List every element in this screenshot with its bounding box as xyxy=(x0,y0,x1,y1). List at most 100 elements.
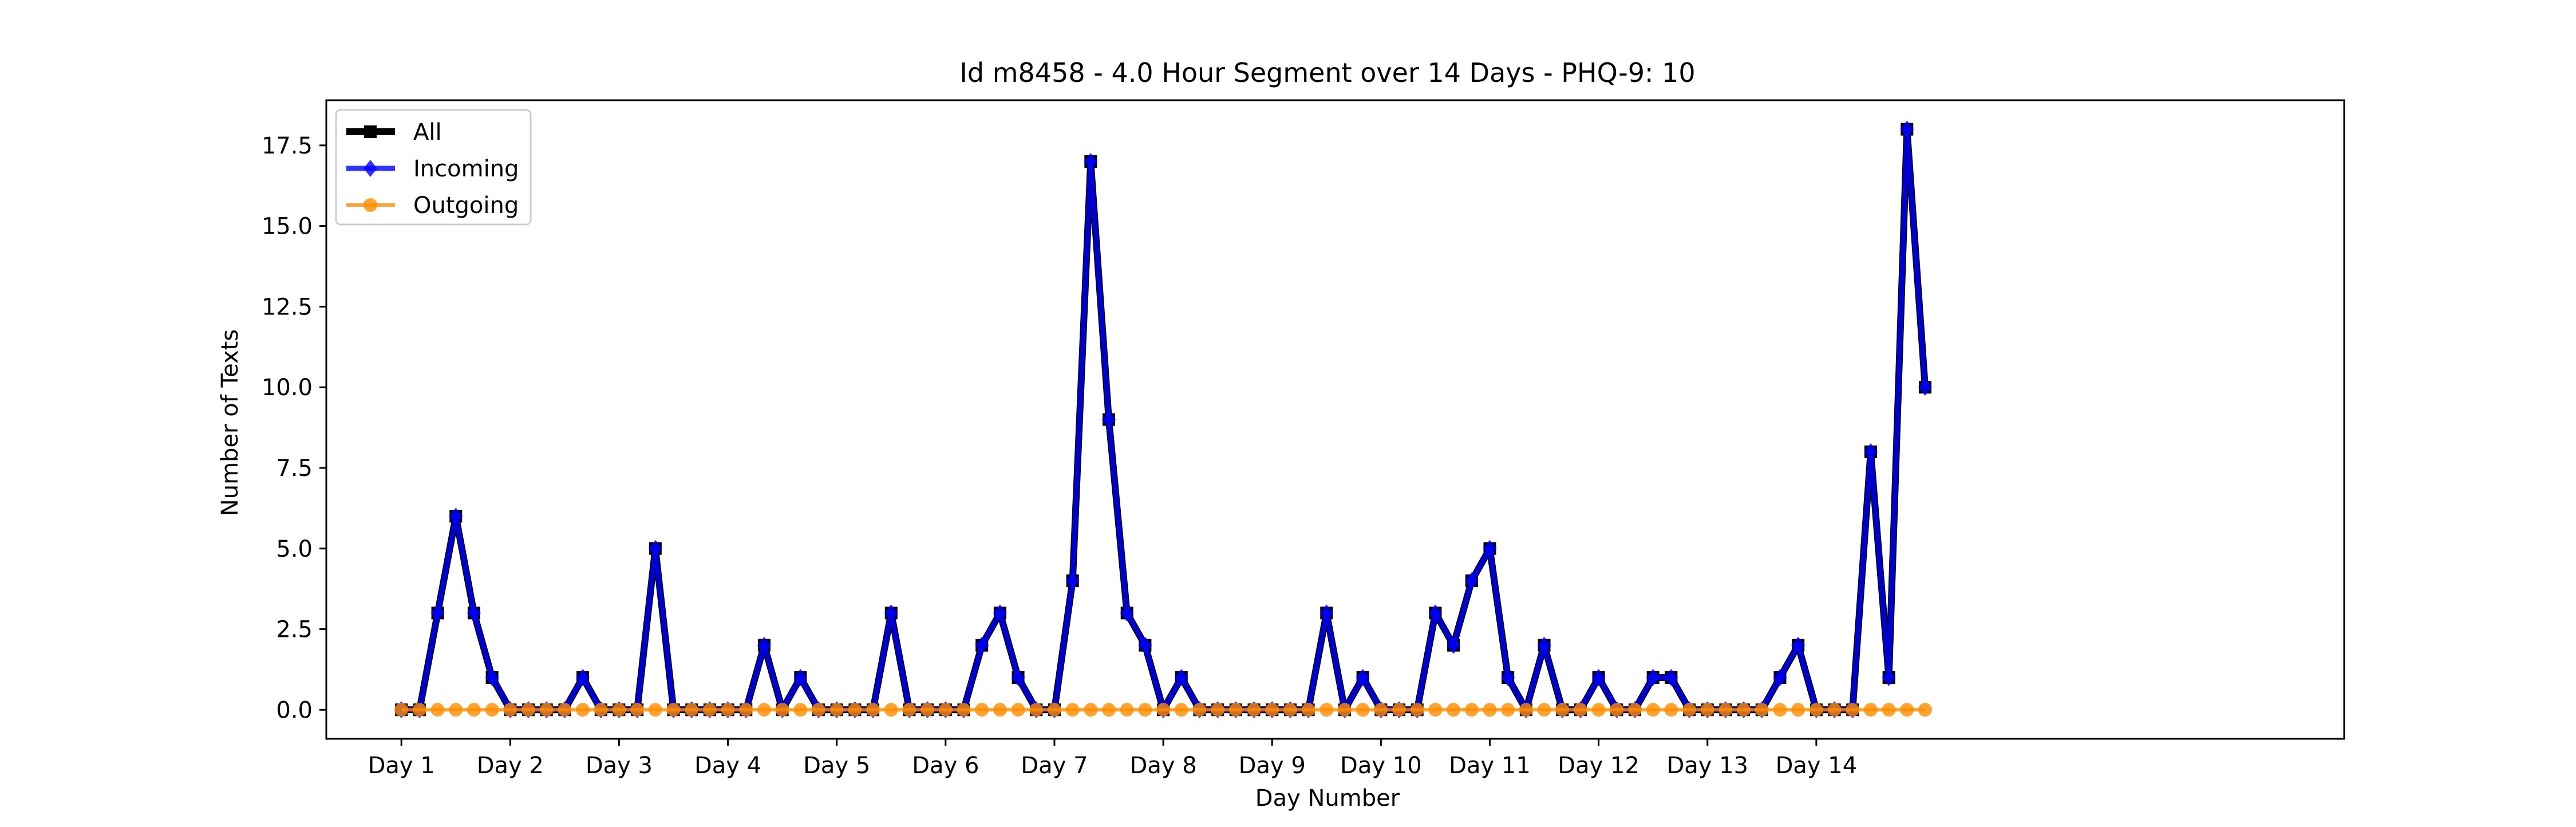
data-point-outgoing xyxy=(1283,703,1297,717)
data-point-incoming xyxy=(1483,539,1497,557)
data-point-outgoing xyxy=(648,703,662,717)
data-point-outgoing xyxy=(1265,703,1279,717)
y-tick-label: 15.0 xyxy=(262,214,313,240)
x-tick-label: Day 6 xyxy=(912,753,979,779)
data-point-outgoing xyxy=(1138,703,1152,717)
data-point-outgoing xyxy=(1428,703,1443,717)
data-point-outgoing xyxy=(739,703,753,717)
data-point-outgoing xyxy=(1156,703,1171,717)
data-point-incoming xyxy=(576,669,590,687)
data-point-outgoing xyxy=(1447,703,1461,717)
data-point-outgoing xyxy=(1846,703,1860,717)
data-point-incoming xyxy=(1900,120,1914,138)
data-point-outgoing xyxy=(1483,703,1497,717)
data-point-outgoing xyxy=(1882,703,1896,717)
data-point-outgoing xyxy=(1102,703,1116,717)
y-tick-label: 5.0 xyxy=(276,536,313,562)
data-point-outgoing xyxy=(775,703,789,717)
data-point-outgoing xyxy=(449,703,463,717)
data-point-outgoing xyxy=(1773,703,1787,717)
data-point-incoming xyxy=(467,604,481,622)
legend-label-outgoing: Outgoing xyxy=(413,192,519,219)
data-point-outgoing xyxy=(1011,703,1025,717)
data-point-outgoing xyxy=(1664,703,1678,717)
data-point-incoming xyxy=(1664,669,1678,687)
data-point-outgoing xyxy=(412,703,426,717)
data-point-outgoing xyxy=(1646,703,1660,717)
data-point-outgoing xyxy=(503,703,517,717)
data-point-incoming xyxy=(449,507,463,525)
data-point-outgoing xyxy=(612,703,626,717)
data-point-incoming xyxy=(1319,604,1334,622)
legend-marker-incoming xyxy=(364,160,377,177)
data-point-incoming xyxy=(975,636,989,654)
data-point-outgoing xyxy=(1537,703,1551,717)
data-point-outgoing xyxy=(1410,703,1424,717)
legend-box xyxy=(335,109,532,226)
data-point-incoming xyxy=(1882,669,1896,687)
x-tick-label: Day 3 xyxy=(586,753,653,779)
data-point-outgoing xyxy=(848,703,862,717)
data-point-outgoing xyxy=(1065,703,1080,717)
data-point-outgoing xyxy=(594,703,608,717)
x-tick-label: Day 11 xyxy=(1449,753,1531,779)
y-tick-label: 12.5 xyxy=(262,294,313,320)
data-point-outgoing xyxy=(721,703,735,717)
data-point-incoming xyxy=(1356,669,1370,687)
x-tick-label: Day 8 xyxy=(1130,753,1197,779)
data-point-outgoing xyxy=(1247,703,1261,717)
data-point-outgoing xyxy=(1374,703,1388,717)
data-point-outgoing xyxy=(866,703,880,717)
x-tick-label: Day 10 xyxy=(1340,753,1422,779)
data-point-outgoing xyxy=(1211,703,1225,717)
data-point-outgoing xyxy=(1555,703,1570,717)
x-tick-label: Day 13 xyxy=(1666,753,1748,779)
data-point-outgoing xyxy=(1120,703,1134,717)
data-point-outgoing xyxy=(558,703,572,717)
x-axis-label: Day Number xyxy=(1255,785,1400,812)
data-point-outgoing xyxy=(957,703,971,717)
data-point-incoming xyxy=(1084,152,1098,170)
data-point-incoming xyxy=(757,636,771,654)
y-tick-label: 2.5 xyxy=(276,617,313,643)
data-point-outgoing xyxy=(884,703,898,717)
y-tick-label: 10.0 xyxy=(262,375,313,401)
data-point-outgoing xyxy=(1610,703,1624,717)
data-point-incoming xyxy=(1773,669,1787,687)
y-axis: 0.0 2.5 5.0 7.5 10.0 12.5 15.0 17.5 xyxy=(262,133,326,723)
y-tick-label: 7.5 xyxy=(276,455,313,482)
data-point-outgoing xyxy=(1192,703,1207,717)
y-tick-label: 17.5 xyxy=(262,133,313,159)
data-point-incoming xyxy=(993,604,1007,622)
data-point-incoming xyxy=(430,604,445,622)
data-point-outgoing xyxy=(1029,703,1044,717)
y-axis-label: Number of Texts xyxy=(217,329,243,516)
data-point-incoming xyxy=(793,669,808,687)
data-point-outgoing xyxy=(1827,703,1842,717)
data-point-outgoing xyxy=(1084,703,1098,717)
data-point-outgoing xyxy=(1501,703,1515,717)
data-point-outgoing xyxy=(1718,703,1733,717)
data-point-incoming xyxy=(1428,604,1443,622)
series-outgoing xyxy=(394,703,1933,717)
data-point-outgoing xyxy=(1591,703,1606,717)
data-point-outgoing xyxy=(1464,703,1479,717)
data-point-outgoing xyxy=(521,703,536,717)
data-point-outgoing xyxy=(539,703,554,717)
data-point-incoming xyxy=(1011,669,1025,687)
data-point-incoming xyxy=(1065,572,1080,590)
legend-item-all: All xyxy=(346,119,442,145)
data-point-outgoing xyxy=(1337,703,1352,717)
legend-label-all: All xyxy=(413,119,442,145)
data-point-outgoing xyxy=(1682,703,1697,717)
data-point-incoming xyxy=(1138,636,1152,654)
data-point-outgoing xyxy=(1863,703,1878,717)
data-point-incoming xyxy=(1464,572,1479,590)
data-point-outgoing xyxy=(938,703,953,717)
data-point-outgoing xyxy=(1791,703,1805,717)
data-point-outgoing xyxy=(1047,703,1061,717)
data-point-incoming xyxy=(1791,636,1805,654)
x-tick-label: Day 12 xyxy=(1558,753,1639,779)
x-tick-label: Day 4 xyxy=(694,753,761,779)
